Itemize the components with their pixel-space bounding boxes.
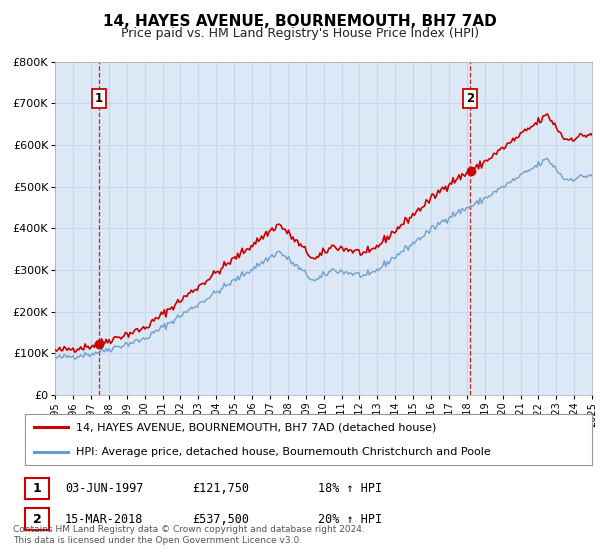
Text: 14, HAYES AVENUE, BOURNEMOUTH, BH7 7AD (detached house): 14, HAYES AVENUE, BOURNEMOUTH, BH7 7AD (…	[76, 422, 437, 432]
Text: HPI: Average price, detached house, Bournemouth Christchurch and Poole: HPI: Average price, detached house, Bour…	[76, 447, 491, 457]
Text: 1: 1	[33, 482, 41, 495]
Text: 2: 2	[466, 92, 475, 105]
Text: Price paid vs. HM Land Registry's House Price Index (HPI): Price paid vs. HM Land Registry's House …	[121, 27, 479, 40]
Text: 18% ↑ HPI: 18% ↑ HPI	[318, 482, 382, 495]
Text: 15-MAR-2018: 15-MAR-2018	[65, 512, 143, 526]
Text: 14, HAYES AVENUE, BOURNEMOUTH, BH7 7AD: 14, HAYES AVENUE, BOURNEMOUTH, BH7 7AD	[103, 14, 497, 29]
Text: £537,500: £537,500	[192, 512, 249, 526]
Text: 2: 2	[33, 512, 41, 526]
Text: 20% ↑ HPI: 20% ↑ HPI	[318, 512, 382, 526]
Text: 03-JUN-1997: 03-JUN-1997	[65, 482, 143, 495]
Text: Contains HM Land Registry data © Crown copyright and database right 2024.
This d: Contains HM Land Registry data © Crown c…	[13, 525, 365, 545]
Text: 1: 1	[95, 92, 103, 105]
Text: £121,750: £121,750	[192, 482, 249, 495]
